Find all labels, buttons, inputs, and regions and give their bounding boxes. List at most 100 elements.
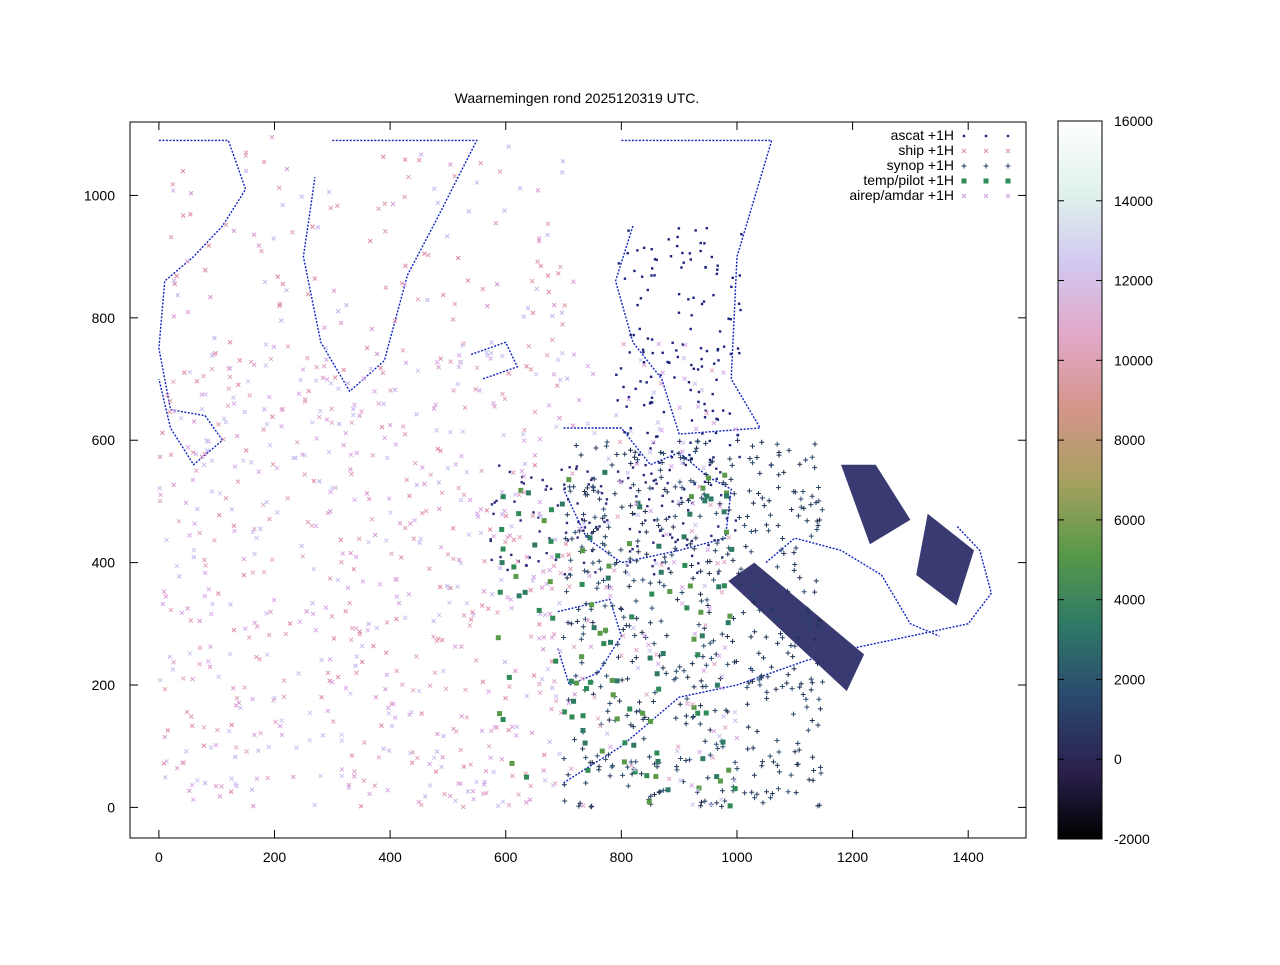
data-point — [704, 266, 707, 269]
data-point — [241, 572, 247, 578]
data-point — [716, 418, 720, 421]
data-point — [685, 674, 691, 680]
data-point — [525, 305, 531, 311]
data-point — [676, 538, 680, 542]
legend-label: airep/amdar +1H — [849, 187, 954, 203]
data-point — [185, 309, 191, 315]
data-point — [608, 593, 613, 599]
data-point — [530, 578, 536, 583]
data-point — [389, 551, 394, 556]
data-point — [688, 494, 694, 500]
data-point — [650, 274, 653, 277]
data-point — [223, 495, 229, 501]
data-point — [450, 525, 456, 531]
data-point — [764, 696, 770, 702]
data-point — [796, 747, 802, 753]
data-point — [402, 615, 408, 621]
data-point — [751, 600, 757, 606]
y-tick-label: 0 — [107, 799, 115, 815]
data-point — [427, 761, 432, 767]
data-point — [217, 491, 223, 496]
data-point — [312, 276, 318, 282]
data-point — [381, 746, 386, 752]
data-point — [447, 429, 453, 435]
data-point — [360, 579, 366, 584]
data-point — [684, 463, 688, 467]
data-point — [696, 785, 702, 791]
data-point — [813, 500, 819, 506]
data-point — [659, 562, 664, 568]
data-point — [248, 359, 254, 365]
data-point — [633, 512, 636, 516]
data-point — [389, 723, 395, 729]
data-point — [719, 631, 725, 637]
data-point — [178, 415, 184, 421]
data-point — [488, 350, 494, 356]
data-point — [815, 621, 821, 627]
data-point — [506, 802, 512, 808]
data-point — [347, 691, 353, 697]
data-point — [228, 602, 233, 607]
data-point — [568, 572, 574, 578]
data-point — [261, 159, 267, 165]
data-point — [683, 713, 689, 719]
data-point — [322, 325, 327, 331]
data-point — [740, 232, 743, 236]
legend-label: ship +1H — [898, 142, 954, 158]
data-point — [790, 654, 796, 660]
data-point — [474, 365, 480, 371]
data-point — [654, 478, 657, 482]
data-point — [583, 526, 587, 529]
data-point — [404, 477, 410, 483]
data-point — [580, 624, 586, 630]
data-point — [369, 326, 375, 332]
data-point — [551, 302, 557, 308]
data-point — [659, 459, 665, 465]
data-point — [524, 364, 529, 369]
data-point — [384, 672, 390, 678]
data-point — [532, 462, 538, 468]
data-point — [545, 221, 551, 227]
data-point — [223, 419, 229, 425]
data-point — [376, 755, 382, 760]
data-point — [793, 545, 799, 551]
data-point — [636, 545, 639, 548]
data-point — [604, 502, 608, 505]
data-point — [213, 742, 219, 748]
data-point — [438, 544, 444, 550]
data-point — [729, 546, 735, 552]
data-point — [564, 589, 570, 595]
data-point — [693, 535, 699, 541]
data-point — [536, 635, 542, 641]
data-point — [591, 528, 597, 534]
data-point — [556, 504, 560, 507]
data-point — [603, 756, 609, 762]
data-point — [243, 448, 249, 453]
data-point — [681, 251, 684, 255]
data-point — [592, 514, 598, 520]
data-point — [615, 514, 621, 519]
data-point — [657, 579, 663, 585]
data-point — [624, 561, 629, 566]
data-point — [326, 189, 332, 195]
data-point — [695, 652, 701, 658]
data-point — [713, 741, 719, 747]
data-point — [801, 589, 807, 595]
data-point — [724, 633, 730, 639]
data-point — [383, 285, 389, 290]
data-point — [651, 390, 657, 395]
data-point — [180, 213, 186, 218]
data-point — [281, 694, 287, 700]
data-point — [738, 566, 744, 572]
data-point — [703, 242, 706, 245]
data-point — [616, 399, 619, 402]
coastline-layer — [158, 139, 993, 784]
data-point — [666, 776, 672, 782]
data-point — [271, 344, 277, 350]
data-point — [776, 472, 782, 478]
data-point — [697, 390, 701, 394]
data-point — [271, 697, 276, 703]
data-point — [626, 252, 629, 255]
data-point — [386, 711, 392, 716]
data-point — [557, 648, 563, 654]
